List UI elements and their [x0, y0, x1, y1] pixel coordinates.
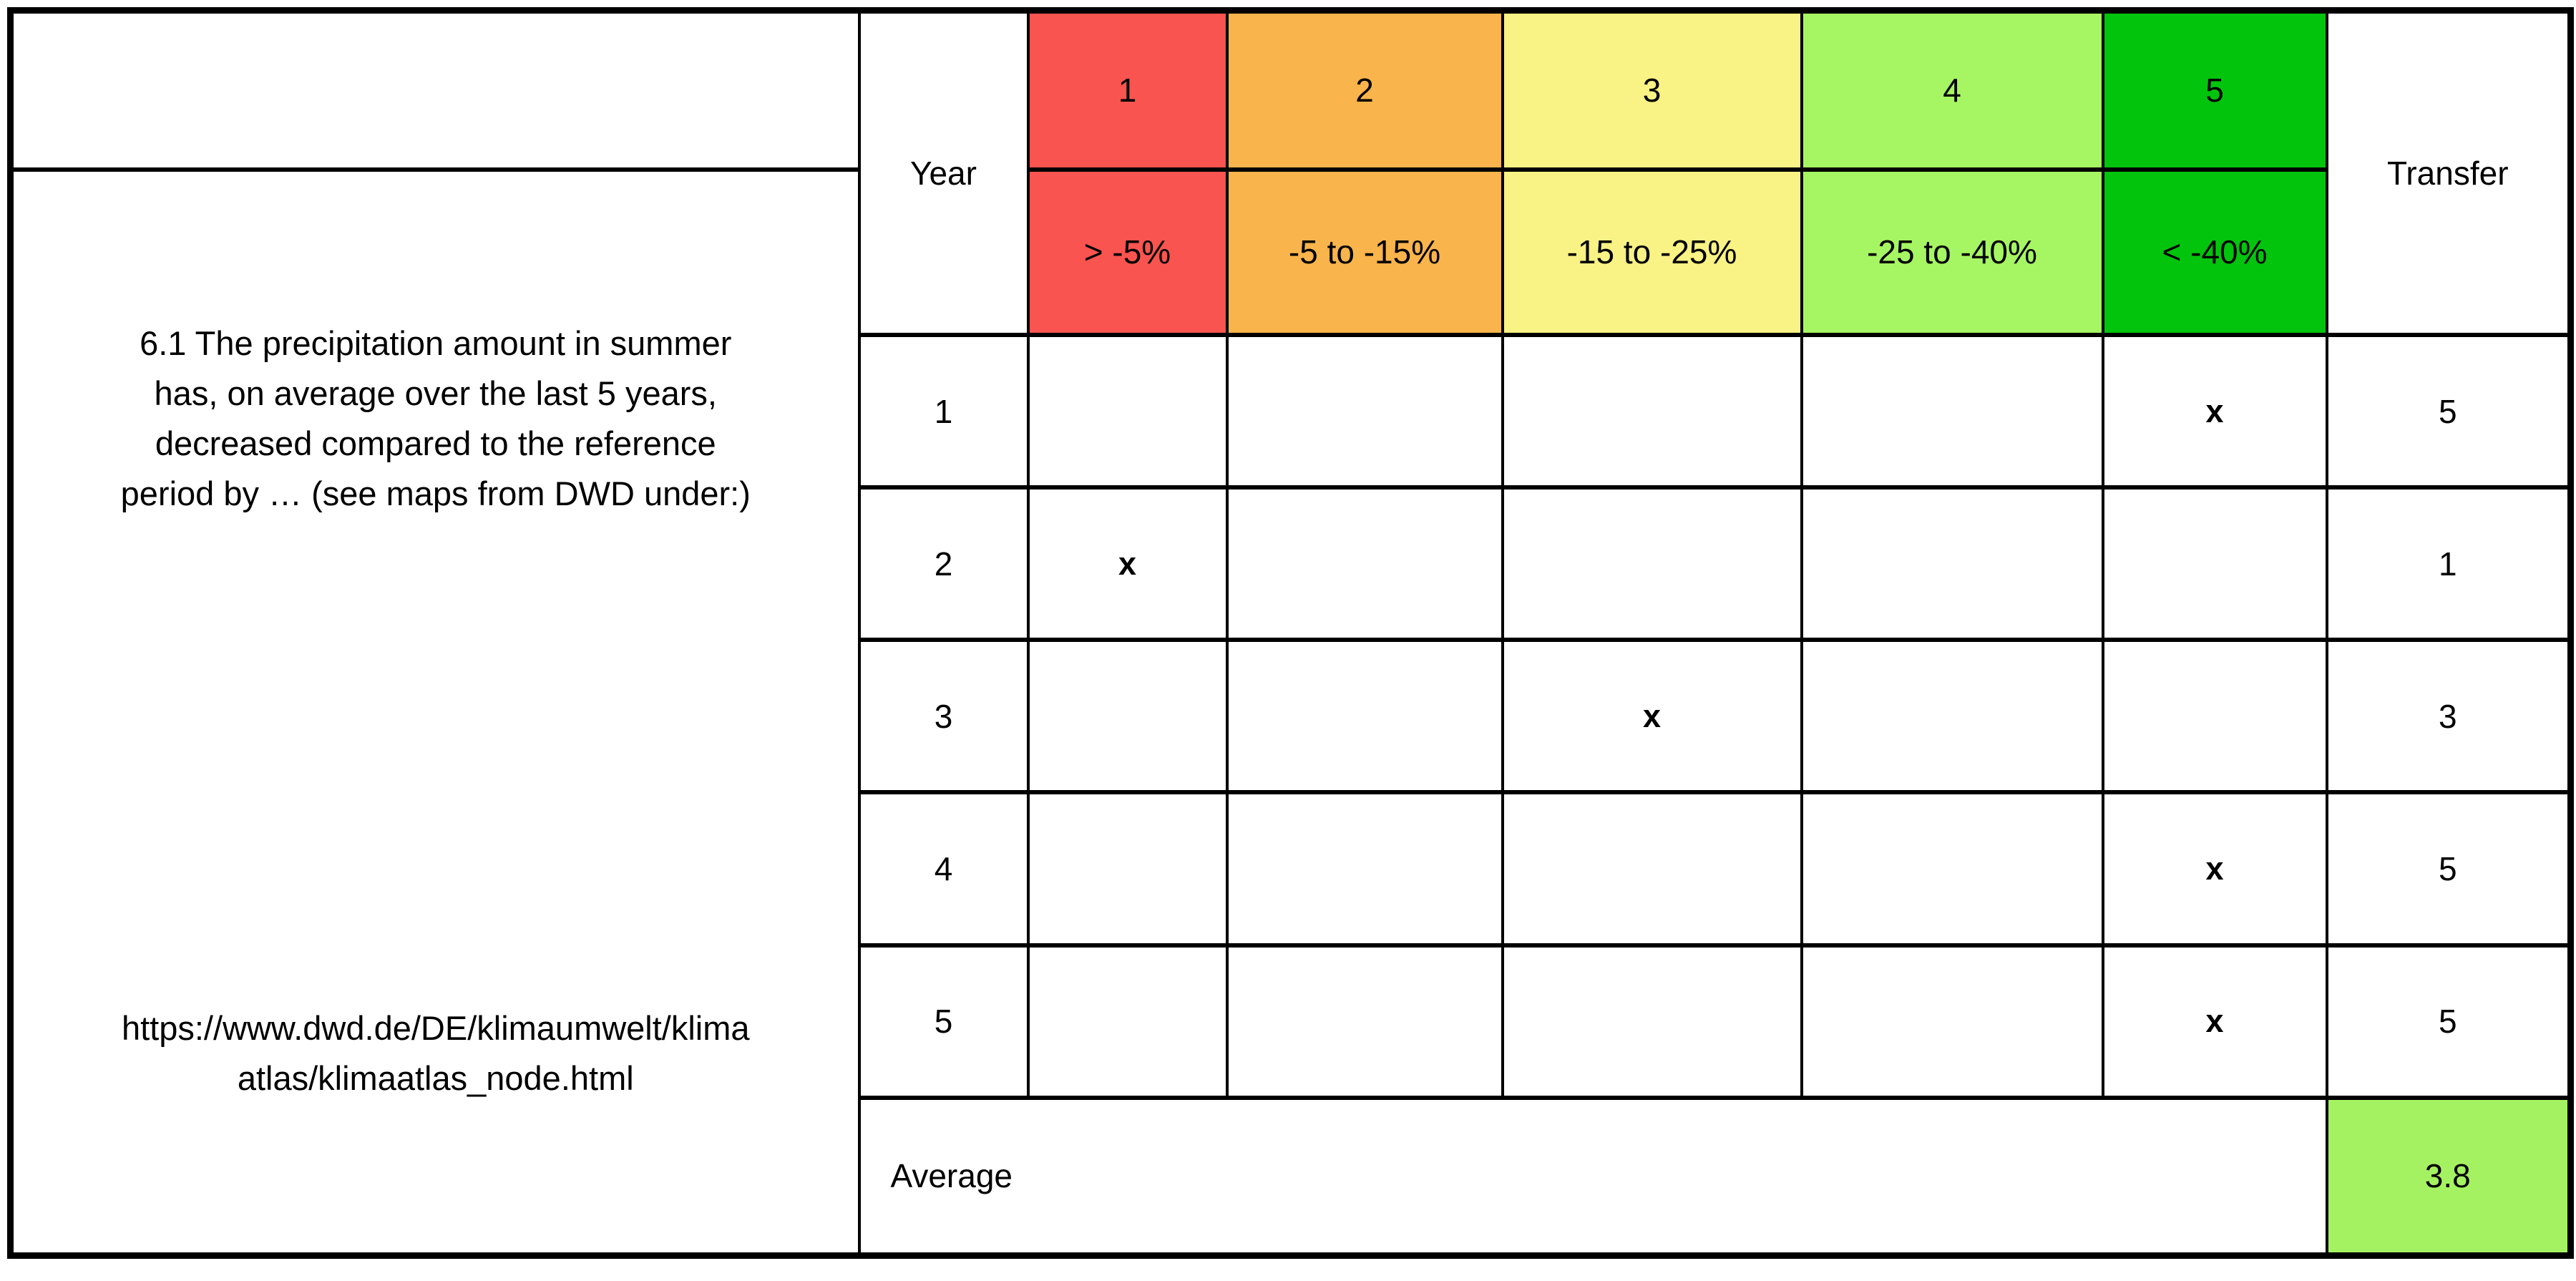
mark-cell: x	[1026, 485, 1229, 643]
mark-cell	[1501, 332, 1803, 490]
mark-cell: x	[2101, 332, 2328, 490]
mark-cell: x	[2101, 943, 2328, 1100]
question-top-empty-cell	[9, 8, 861, 172]
transfer-cell: 5	[2325, 332, 2572, 490]
mark-cell: x	[1501, 638, 1803, 795]
mark-cell	[1026, 943, 1229, 1100]
mark-cell	[1225, 943, 1504, 1100]
transfer-column-header: Transfer	[2325, 8, 2572, 337]
average-value-cell: 3.8	[2325, 1095, 2572, 1258]
year-cell: 1	[857, 332, 1030, 490]
table-row-year-5: 5 x 5	[11, 943, 2572, 1100]
rating-score-cell-2: 2	[1225, 8, 1504, 172]
average-row: Average 3.8	[11, 1095, 2572, 1258]
mark-cell	[2101, 638, 2328, 795]
question-line: has, on average over the last 5 years,	[154, 374, 717, 412]
mark-cell	[1026, 638, 1229, 795]
rating-score-cell-3: 3	[1501, 8, 1803, 172]
rating-score-cell-5: 5	[2101, 8, 2328, 172]
mark-cell	[1800, 485, 2104, 643]
mark-cell	[1800, 332, 2104, 490]
mark-cell	[1501, 790, 1803, 948]
table-row-year-4: 4 x 5	[11, 790, 2572, 948]
table-row-year-3: 3 x 3	[11, 638, 2572, 795]
year-cell: 4	[857, 790, 1030, 948]
rating-range-cell-4: -25 to -40%	[1800, 167, 2104, 337]
mark-cell	[1800, 638, 2104, 795]
mark-cell	[1225, 638, 1504, 795]
transfer-cell: 5	[2325, 943, 2572, 1100]
mark-cell	[1501, 485, 1803, 643]
question-line: period by … (see maps from DWD under:)	[120, 474, 751, 512]
mark-cell: x	[2101, 790, 2328, 948]
table-row-year-2: 2 x 1	[11, 485, 2572, 643]
question-line: 6.1 The precipitation amount in summer	[140, 323, 732, 362]
header-range-row: 6.1 The precipitation amount in summer h…	[9, 167, 2571, 1257]
average-label-cell: Average	[857, 1095, 2328, 1258]
rating-score-cell-4: 4	[1800, 8, 2104, 172]
mark-cell	[1026, 332, 1229, 490]
question-text: 6.1 The precipitation amount in summer h…	[35, 318, 836, 519]
rating-range-cell-3: -15 to -25%	[1501, 167, 1803, 337]
mark-cell	[2101, 485, 2328, 643]
question-line: decreased compared to the reference	[155, 424, 716, 462]
mark-cell	[1800, 790, 2104, 948]
year-cell: 5	[857, 943, 1030, 1100]
rating-score-cell-1: 1	[1026, 8, 1229, 172]
table-row-year-1: 1 x 5	[11, 332, 2572, 490]
mark-cell	[1501, 943, 1803, 1100]
question-cell: 6.1 The precipitation amount in summer h…	[9, 167, 861, 1257]
mark-cell	[1225, 790, 1504, 948]
mark-cell	[1225, 332, 1504, 490]
question-url-line: atlas/klimaatlas_node.html	[237, 1058, 634, 1097]
header-score-row: Year 1 2 3 4 5 Transfer	[9, 8, 2572, 337]
rating-range-cell-2: -5 to -15%	[1225, 167, 1504, 337]
mark-cell	[1225, 485, 1504, 643]
rating-range-cell-5: < -40%	[2101, 167, 2328, 337]
year-cell: 2	[857, 485, 1030, 643]
mark-cell	[1800, 943, 2104, 1100]
question-cell-content: 6.1 The precipitation amount in summer h…	[14, 173, 857, 1251]
transfer-cell: 3	[2325, 638, 2572, 795]
rating-range-cell-1: > -5%	[1026, 167, 1229, 337]
year-cell: 3	[857, 638, 1030, 795]
rating-matrix-table: Year 1 2 3 4 5 Transfer 6.1 The precipit…	[7, 7, 2574, 1259]
question-url: https://www.dwd.de/DE/klimaumwelt/klima …	[35, 1003, 836, 1104]
transfer-cell: 1	[2325, 485, 2572, 643]
mark-cell	[1026, 790, 1229, 948]
question-url-line: https://www.dwd.de/DE/klimaumwelt/klima	[121, 1008, 750, 1047]
transfer-cell: 5	[2325, 790, 2572, 948]
year-column-header: Year	[857, 8, 1030, 337]
